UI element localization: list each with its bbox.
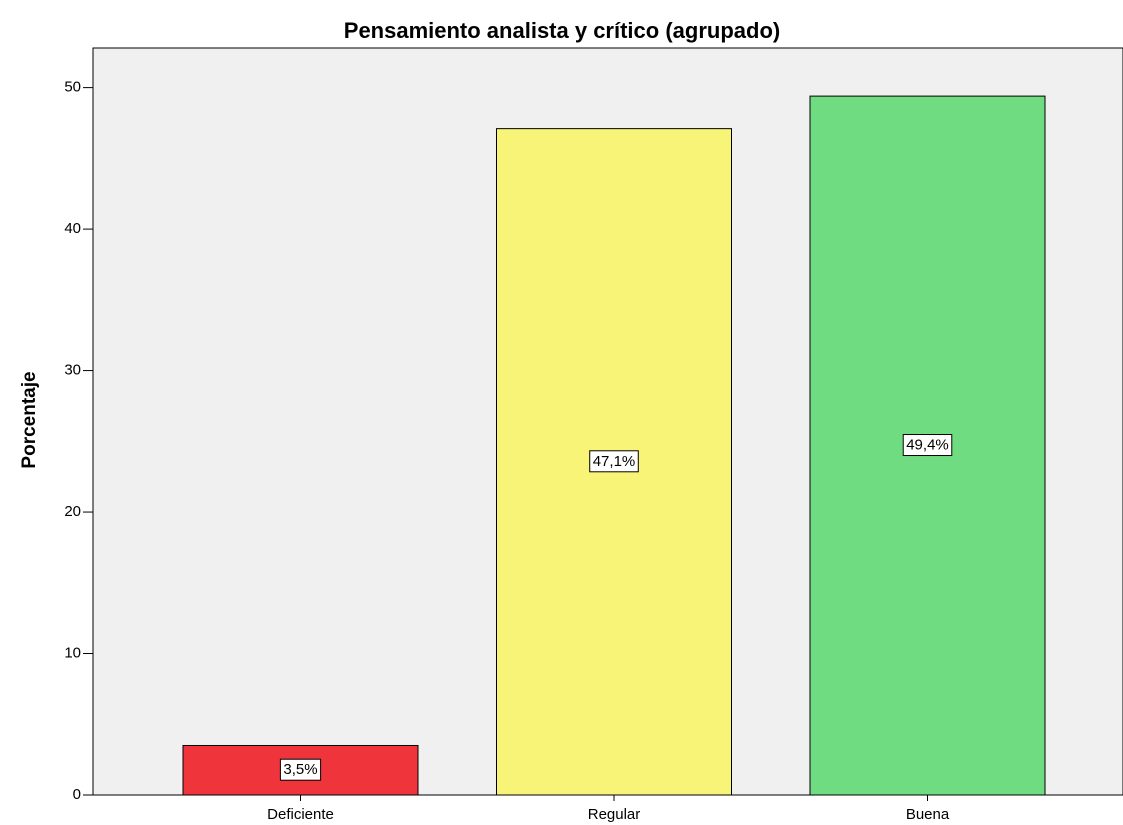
- data-label-box: [279, 758, 322, 781]
- y-axis-title: Porcentaje: [19, 371, 40, 468]
- x-tick-label: Regular: [588, 806, 641, 823]
- y-tick-label: 50: [64, 79, 81, 96]
- y-tick-label: 0: [73, 786, 81, 803]
- y-tick-label: 10: [64, 644, 81, 661]
- y-tick-label: 30: [64, 362, 81, 379]
- y-tick-label: 20: [64, 503, 81, 520]
- x-tick-label: Deficiente: [267, 806, 334, 823]
- data-label: 3,5%: [283, 761, 317, 778]
- y-tick-label: 40: [64, 220, 81, 237]
- chart-title: Pensamiento analista y crítico (agrupado…: [344, 18, 780, 43]
- data-label: 47,1%: [593, 453, 636, 470]
- data-label-box: [589, 450, 639, 473]
- data-label: 49,4%: [906, 437, 949, 454]
- data-label-box: [902, 434, 953, 457]
- x-tick-label: Buena: [906, 806, 950, 823]
